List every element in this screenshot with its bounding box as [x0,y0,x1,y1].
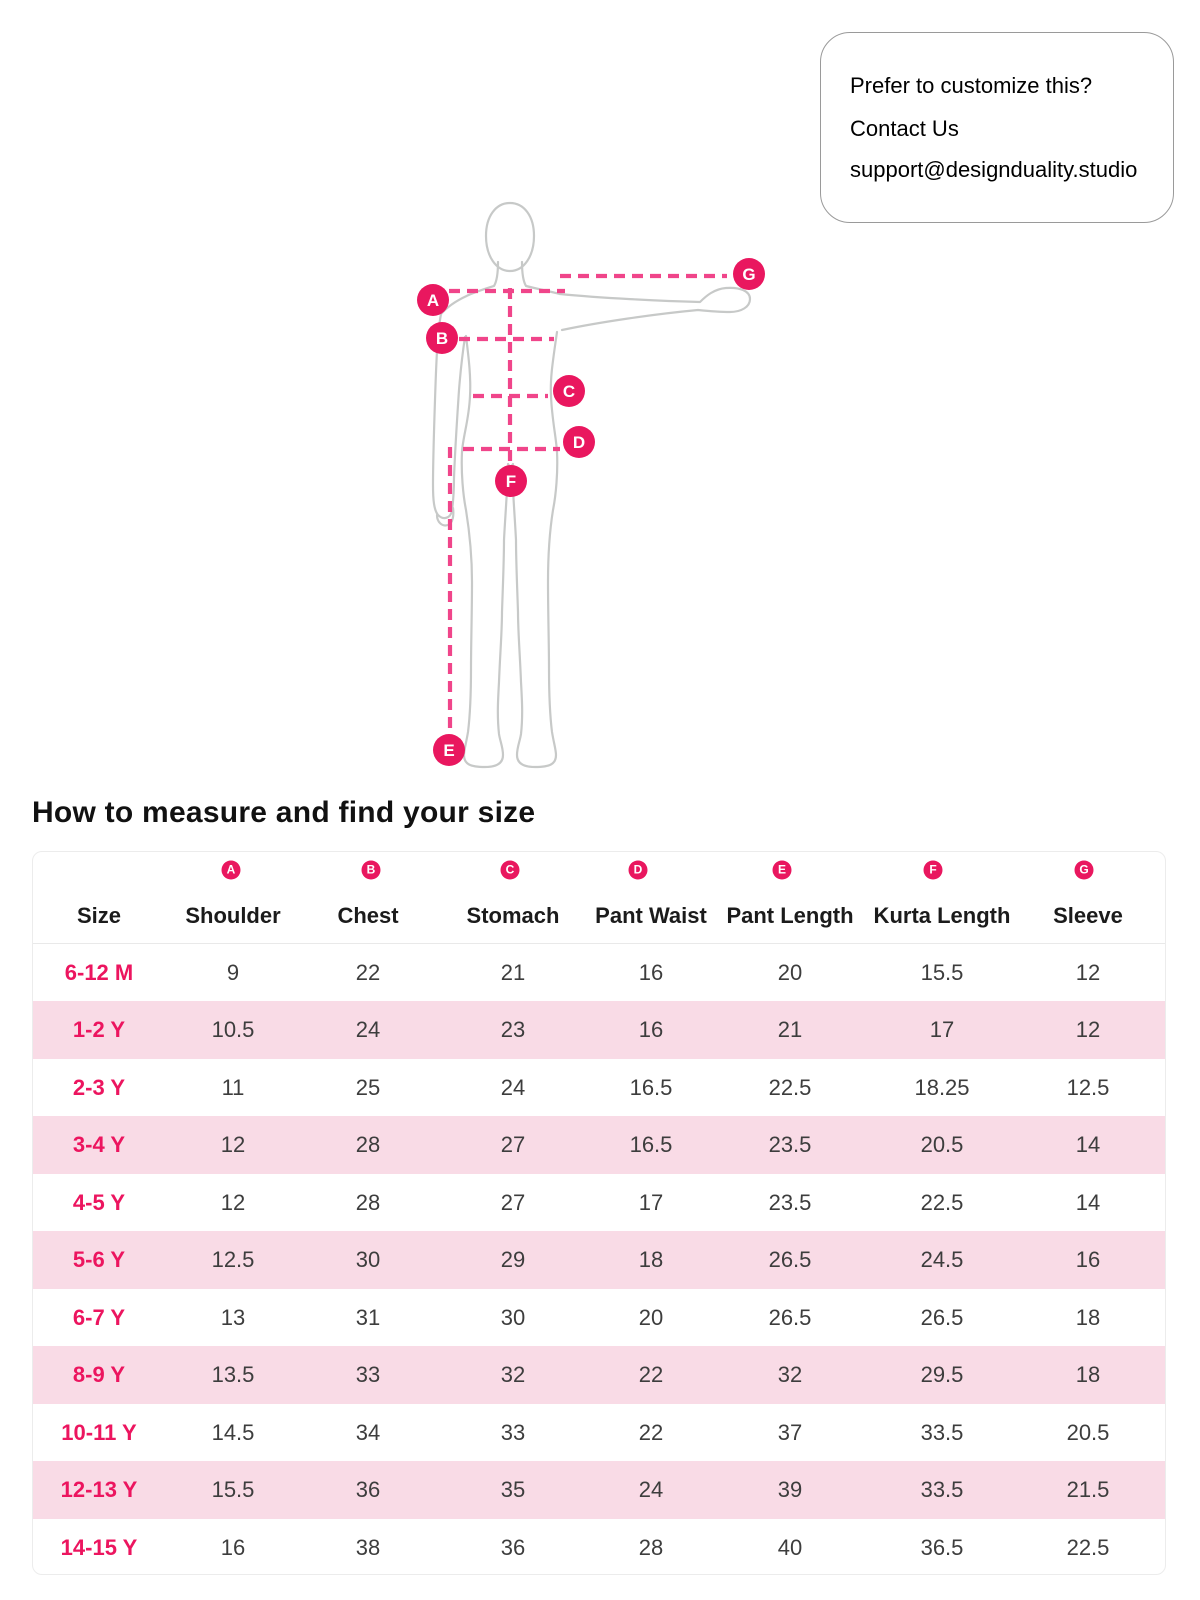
svg-text:B: B [436,329,448,348]
svg-text:E: E [443,741,454,760]
svg-text:C: C [563,382,575,401]
svg-text:A: A [427,291,439,310]
svg-text:G: G [742,265,755,284]
svg-text:F: F [506,472,516,491]
svg-text:D: D [573,433,585,452]
